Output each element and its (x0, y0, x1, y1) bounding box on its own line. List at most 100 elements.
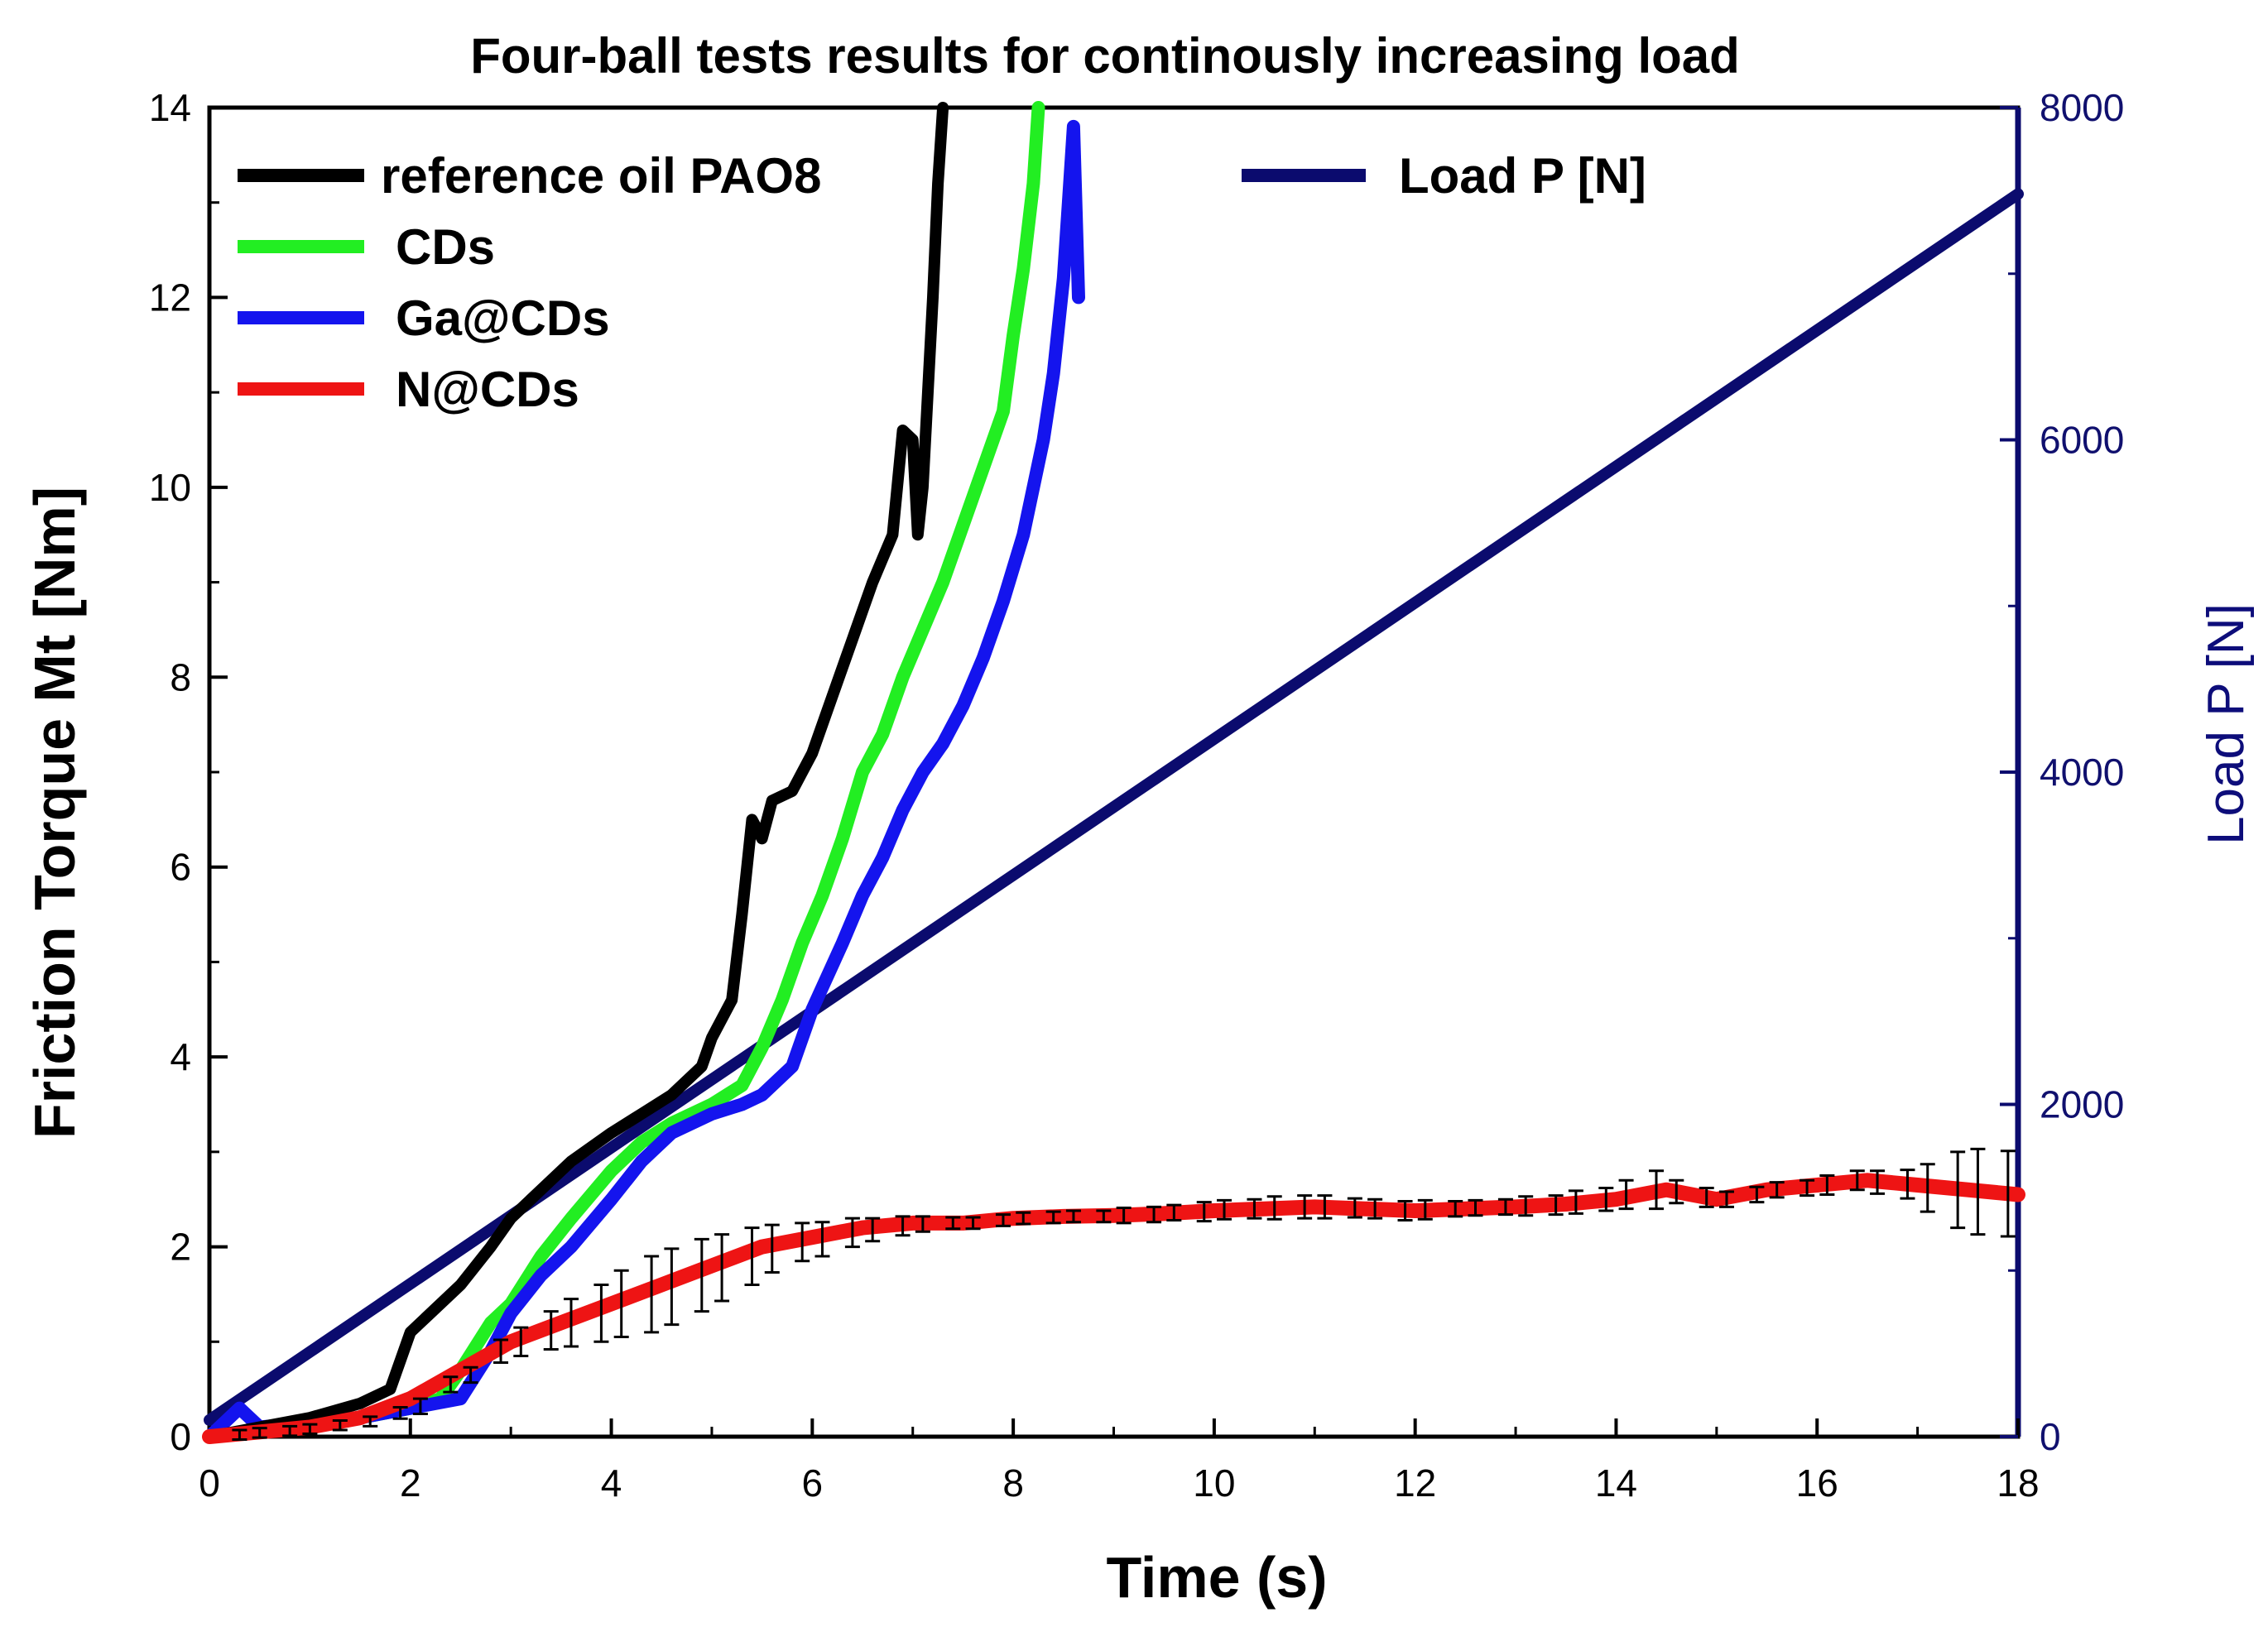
legend-item: Load P [N] (1242, 148, 1646, 204)
legend-item: CDs (238, 219, 495, 275)
error-bar (1800, 1178, 1815, 1197)
error-bar (694, 1237, 709, 1313)
x-tick-label: 0 (199, 1461, 220, 1505)
legend-label: CDs (396, 219, 495, 275)
y-tick-label: 4 (170, 1035, 191, 1078)
x-tick-label: 18 (1997, 1461, 2039, 1505)
error-bar (1870, 1169, 1886, 1195)
error-bar (332, 1418, 348, 1432)
error-bar (1920, 1163, 1935, 1213)
error-bar (1518, 1195, 1534, 1217)
error-bar (613, 1269, 629, 1339)
error-bar (965, 1216, 981, 1231)
error-bar (1266, 1195, 1282, 1221)
series-line-reference-oil-pao8 (204, 102, 949, 1442)
y2-axis-ticks: 0 2000 4000 6000 8000 (2000, 86, 2124, 1458)
legend-item: N@CDs (238, 362, 579, 417)
error-bar (513, 1326, 529, 1357)
y-tick-label: 0 (170, 1415, 191, 1458)
error-bar (1217, 1198, 1233, 1221)
legend: reference oil PAO8 CDs Ga@CDs N@CDs Load P [… (238, 148, 1646, 417)
y2-axis-label: Load P [N] (2198, 603, 2255, 845)
error-bar (1247, 1197, 1262, 1220)
error-bar (1548, 1194, 1564, 1217)
error-bar (1367, 1197, 1383, 1220)
y-tick-label: 6 (170, 846, 191, 889)
error-bar (593, 1283, 609, 1343)
y-tick-label: 12 (149, 276, 191, 319)
error-bar (644, 1255, 660, 1334)
error-bar (1065, 1209, 1081, 1224)
x-tick-label: 16 (1796, 1461, 1838, 1505)
error-bar (2000, 1149, 2016, 1238)
y-tick-label: 14 (149, 86, 191, 129)
error-bar (1669, 1178, 1684, 1205)
error-bar (714, 1233, 730, 1303)
x-axis-ticks: 0 2 4 6 8 10 12 14 16 18 (199, 1418, 2040, 1505)
error-bar (443, 1375, 459, 1394)
error-bar (232, 1428, 247, 1441)
error-bar (1016, 1211, 1031, 1226)
series-line-n-cds (202, 1173, 2025, 1444)
legend-label: Ga@CDs (396, 290, 610, 346)
error-bar (664, 1247, 680, 1327)
y2-tick-label: 0 (2040, 1415, 2061, 1458)
error-bar (1096, 1209, 1112, 1224)
series-line-ga-cds (203, 119, 1085, 1443)
error-bar (1045, 1210, 1061, 1225)
y2-tick-label: 2000 (2040, 1083, 2124, 1126)
error-bar (764, 1223, 780, 1274)
error-bar (1618, 1178, 1634, 1211)
error-bar (392, 1405, 408, 1420)
error-bar (1970, 1147, 1986, 1236)
error-bar (1146, 1205, 1162, 1224)
error-bar (463, 1365, 478, 1385)
error-bar (915, 1215, 930, 1233)
y2-tick-label: 4000 (2040, 751, 2124, 794)
error-bar (1397, 1200, 1413, 1221)
x-tick-label: 10 (1193, 1461, 1235, 1505)
error-bar (744, 1226, 760, 1286)
legend-label: N@CDs (396, 362, 579, 417)
error-bar (1497, 1197, 1513, 1217)
y2-tick-label: 8000 (2040, 86, 2124, 129)
error-bar (1819, 1174, 1835, 1196)
error-bar (1699, 1186, 1714, 1208)
y-tick-label: 2 (170, 1226, 191, 1269)
y-axis-ticks: 0 2 4 6 8 10 12 14 (149, 86, 228, 1458)
legend-label: reference oil PAO8 (381, 148, 821, 204)
error-bar (1347, 1197, 1362, 1219)
error-bar (1649, 1169, 1664, 1211)
error-bar (1468, 1198, 1483, 1217)
error-bar (412, 1397, 428, 1415)
error-bar (1900, 1169, 1915, 1200)
error-bar (282, 1424, 298, 1437)
error-bar (1769, 1181, 1785, 1199)
error-bar (1950, 1150, 1966, 1230)
error-bar (1116, 1207, 1132, 1225)
y-tick-label: 8 (170, 655, 191, 698)
error-bar (865, 1217, 881, 1243)
error-bar (895, 1215, 911, 1237)
error-bar (493, 1338, 509, 1365)
error-bar (814, 1221, 830, 1258)
x-tick-label: 4 (601, 1461, 622, 1505)
x-tick-label: 14 (1595, 1461, 1637, 1505)
legend-item: reference oil PAO8 (238, 148, 821, 204)
x-axis-label: Time (s) (1106, 1545, 1327, 1610)
error-bar (564, 1298, 579, 1348)
error-bar (1568, 1189, 1583, 1215)
error-bar (995, 1213, 1011, 1227)
legend-item: Ga@CDs (238, 290, 610, 346)
error-bar (1297, 1194, 1313, 1220)
y-tick-label: 10 (149, 466, 191, 509)
x-tick-label: 12 (1394, 1461, 1436, 1505)
error-bar (945, 1216, 961, 1231)
y2-tick-label: 6000 (2040, 419, 2124, 462)
error-bars (232, 1147, 2016, 1441)
error-bar (1166, 1203, 1182, 1221)
series-layer (202, 101, 2025, 1444)
error-bar (363, 1415, 378, 1428)
error-bar (1849, 1169, 1865, 1192)
